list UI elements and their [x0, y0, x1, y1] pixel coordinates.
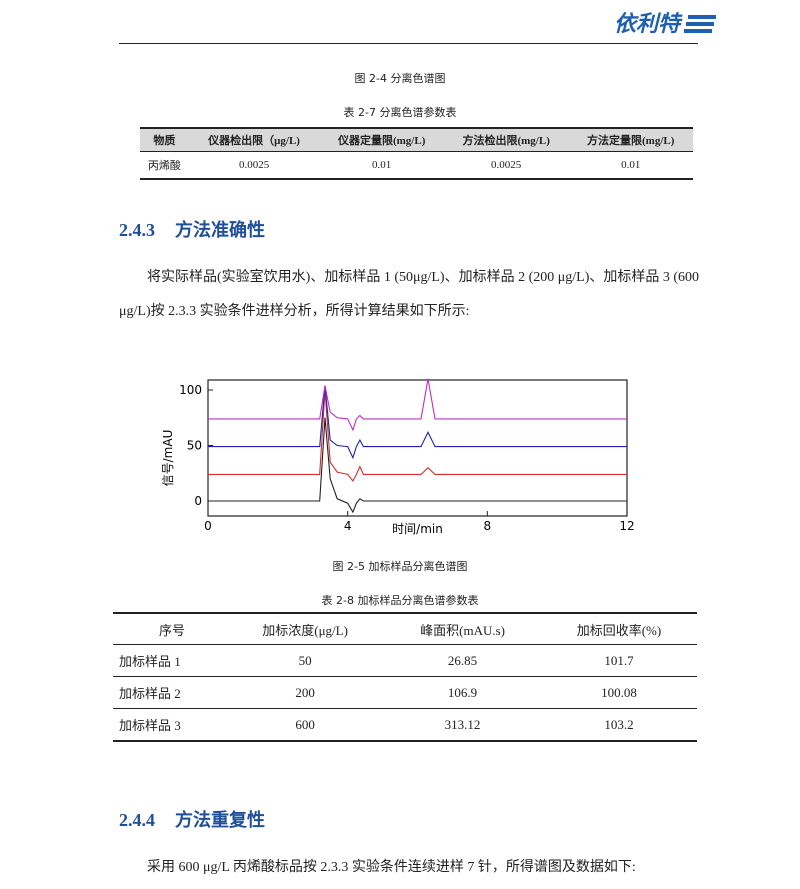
th: 加标浓度(μg/L)	[226, 613, 385, 645]
x-tick-label: 0	[204, 519, 212, 533]
th: 峰面积(mAU.s)	[384, 613, 541, 645]
td: 加标样品 3	[113, 708, 226, 742]
th: 仪器定量限(mg/L)	[319, 128, 444, 152]
section-number: 2.4.4	[119, 810, 155, 830]
table-title: 表 2-8 加标样品分离色谱参数表	[321, 594, 479, 607]
y-tick-label: 0	[194, 494, 202, 508]
td: 加标样品 1	[113, 644, 226, 677]
td: 0.0025	[238, 159, 270, 171]
caption: 图 2-4 分离色谱图	[354, 72, 446, 85]
table-title: 表 2-7 分离色谱参数表	[343, 106, 457, 119]
th: 方法检出限(mg/L)	[443, 128, 569, 152]
td: 加标样品 2	[113, 676, 226, 709]
table-row: 加标样品 2 200 106.9 100.08	[113, 676, 697, 709]
section-title: 方法准确性	[175, 220, 265, 240]
td: 26.85	[384, 644, 541, 677]
trace	[208, 389, 627, 483]
logo-text: 依利特	[614, 12, 681, 37]
table-row: 加标样品 3 600 313.12 103.2	[113, 708, 697, 742]
section-heading: 2.4.3 方法准确性	[119, 216, 265, 242]
table-row: 加标样品 1 50 26.85 101.7	[113, 644, 697, 677]
th: 物质	[140, 128, 189, 152]
x-tick-label: 4	[344, 519, 352, 533]
chart: 0 4 8 12 0 50 100 时间/min 信号/mAU	[161, 378, 635, 536]
logo-mark	[684, 15, 717, 33]
td: 50	[226, 644, 385, 677]
td: 200	[226, 676, 385, 709]
td: 101.7	[540, 644, 697, 677]
y-axis-label: 信号/mAU	[161, 430, 175, 487]
table-row: 序号 加标浓度(μg/L) 峰面积(mAU.s) 加标回收率(%)	[113, 613, 697, 645]
plot-frame	[207, 379, 628, 517]
section-heading: 2.4.4 方法重复性	[119, 806, 265, 832]
y-tick-label: 100	[179, 383, 202, 397]
y-tick-label: 50	[187, 439, 202, 453]
trace	[208, 417, 627, 514]
td: 丙烯酸	[147, 160, 181, 172]
td: 600	[226, 708, 385, 742]
section-title: 方法重复性	[175, 810, 265, 830]
td: 313.12	[384, 708, 541, 742]
x-tick-label: 12	[619, 519, 634, 533]
table: 物质 仪器检出限（μg/L) 仪器定量限(mg/L) 方法检出限(mg/L) 方法定量限…	[140, 127, 693, 180]
td: 0.0025	[491, 159, 522, 171]
section-number: 2.4.3	[119, 220, 155, 240]
td: 103.2	[540, 708, 697, 742]
td: 100.08	[540, 676, 697, 709]
trace	[208, 378, 627, 432]
th: 序号	[113, 613, 226, 645]
paragraph-line: 采用 600 μg/L 丙烯酸标品按 2.3.3 实验条件连续进样 7 针，所得…	[147, 860, 636, 875]
header-rule	[119, 43, 698, 44]
td: 106.9	[384, 676, 541, 709]
trace	[208, 385, 627, 460]
table: 序号 加标浓度(μg/L) 峰面积(mAU.s) 加标回收率(%) 加标样品 1 50 26…	[113, 612, 697, 742]
paragraph-line: 将实际样品(实验室饮用水)、加标样品 1 (50μg/L)、加标样品 2 (20…	[147, 270, 700, 285]
x-axis-label: 时间/min	[392, 522, 443, 536]
td: 0.01	[372, 159, 392, 171]
th: 方法定量限(mg/L)	[568, 128, 693, 152]
td: 0.01	[621, 159, 641, 171]
th: 加标回收率(%)	[540, 613, 697, 645]
caption: 图 2-5 加标样品分离色谱图	[332, 560, 468, 573]
logo: 依利特	[614, 6, 718, 38]
x-tick-label: 8	[484, 519, 492, 533]
paragraph-line: μg/L)按 2.3.3 实验条件进样分析，所得计算结果如下所示:	[119, 304, 470, 319]
th: 仪器检出限（μg/L)	[188, 128, 320, 152]
